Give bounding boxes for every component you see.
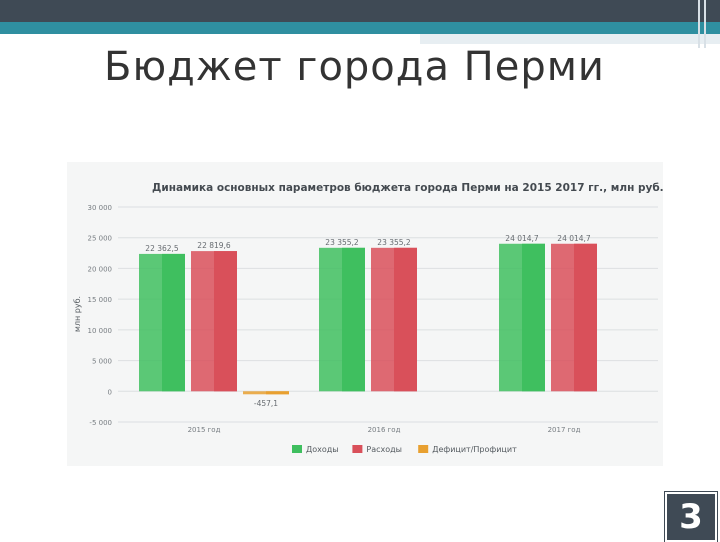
x-tick-label: 2016 год (368, 426, 401, 434)
bar-shade (342, 247, 365, 392)
data-label: 24 014,7 (557, 234, 591, 243)
bar-shade (162, 253, 185, 392)
data-label: 24 014,7 (505, 234, 539, 243)
y-tick-label: 20 000 (88, 265, 113, 273)
slide-light-band (420, 34, 720, 44)
data-label: 22 362,5 (145, 244, 179, 253)
bar-shade (574, 243, 597, 392)
y-tick-label: -5 000 (89, 419, 112, 427)
slide-decor-line (704, 0, 706, 48)
data-label: 23 355,2 (377, 238, 411, 247)
x-tick-label: 2015 год (188, 426, 221, 434)
slide-decor-line (698, 0, 700, 48)
data-label: 22 819,6 (197, 241, 231, 250)
legend-label: Расходы (366, 445, 402, 454)
bar-shade (266, 391, 289, 395)
y-tick-label: 5 000 (92, 358, 112, 366)
slide-top-bar (0, 0, 720, 22)
legend-label: Дефицит/Профицит (432, 445, 517, 454)
bar-shade (522, 243, 545, 392)
y-axis-label: млн руб. (73, 296, 82, 332)
slide-accent-bar (0, 22, 720, 34)
y-tick-label: 30 000 (88, 204, 113, 212)
legend-label: Доходы (306, 445, 339, 454)
slide-title: Бюджет города Перми (104, 44, 605, 90)
y-tick-label: 15 000 (88, 296, 113, 304)
bar-shade (394, 247, 417, 392)
y-tick-label: 25 000 (88, 235, 113, 243)
y-tick-label: 0 (108, 388, 112, 396)
y-tick-label: 10 000 (88, 327, 113, 335)
data-label: -457,1 (254, 399, 278, 408)
legend-swatch (352, 445, 363, 453)
legend-swatch (418, 445, 429, 453)
x-tick-label: 2017 год (548, 426, 581, 434)
data-label: 23 355,2 (325, 238, 359, 247)
chart-title: Динамика основных параметров бюджета гор… (152, 182, 664, 194)
legend-swatch (292, 445, 302, 453)
slide-number: 3 (664, 491, 718, 542)
bar-shade (214, 251, 237, 392)
